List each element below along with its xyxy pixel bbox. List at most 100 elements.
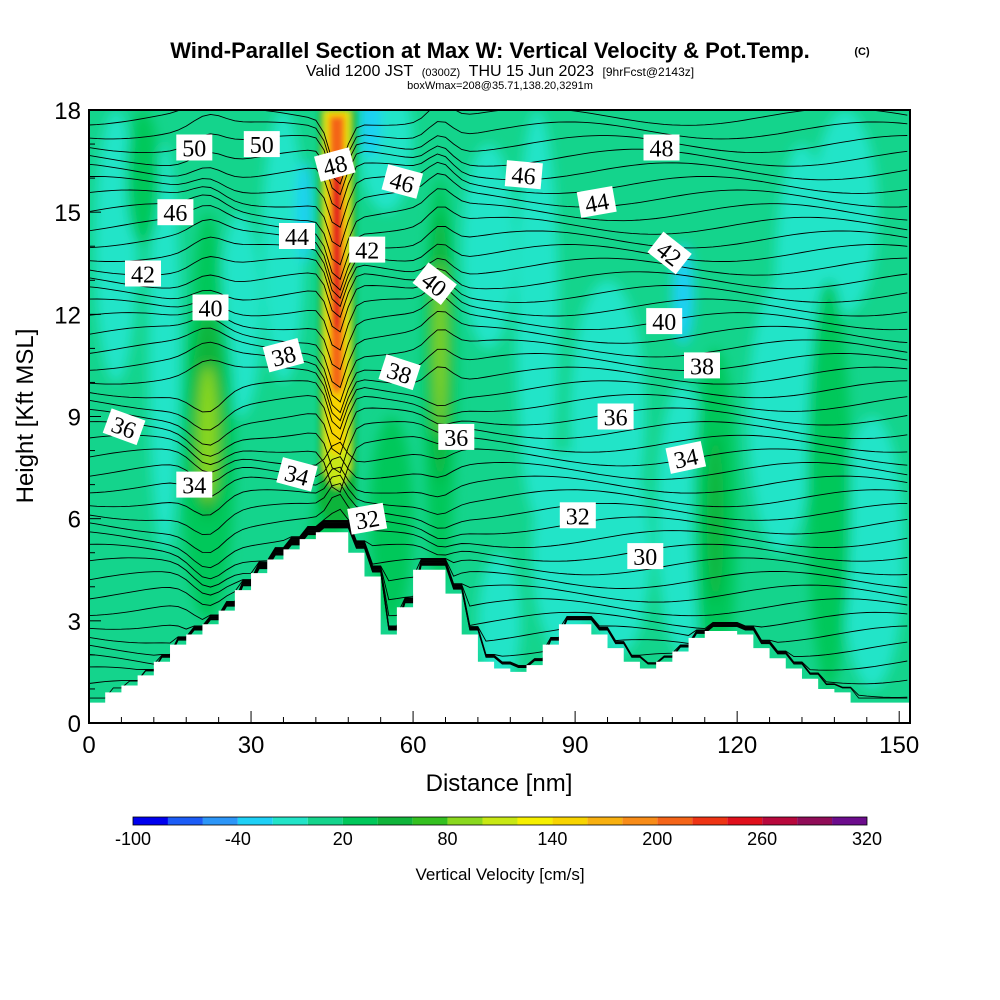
isentrope-line	[89, 474, 908, 516]
x-axis: 0 30 60 90 120 150	[82, 711, 919, 759]
isentrope-line	[89, 145, 908, 196]
colorbar-swatch	[412, 817, 448, 825]
colorbar-tick-label: 260	[747, 829, 777, 849]
isentrope-line	[89, 205, 908, 281]
isentrope-label-text: 34	[182, 474, 206, 500]
y-tick-label: 18	[54, 98, 81, 125]
isentrope-line	[89, 393, 908, 441]
colorbar-tick-label: 320	[852, 829, 882, 849]
isentrope-line	[89, 466, 908, 498]
isentrope-line	[89, 219, 908, 291]
isentrope-label-text: 40	[199, 297, 223, 323]
isentrope-line	[89, 380, 908, 430]
isentrope-label-text: 46	[511, 163, 537, 191]
isentrope-label-box	[176, 134, 213, 161]
chart-title: Wind-Parallel Section at Max W: Vertical…	[170, 38, 810, 63]
x-tick-label: 90	[562, 732, 589, 759]
downdraft-core	[359, 110, 381, 158]
isentrope-label-box	[504, 160, 543, 190]
isentrope-label-text: 42	[355, 239, 379, 265]
isentrope-label-box	[125, 260, 161, 287]
colorbar-swatch	[272, 817, 308, 825]
colorbar-swatch	[377, 817, 413, 825]
isentrope-line	[89, 310, 908, 389]
isentrope-label-box	[262, 337, 305, 373]
isentrope-line	[89, 407, 908, 456]
isentrope-label-text: 36	[444, 426, 468, 452]
isentrope-label-box	[276, 457, 318, 492]
isentrope-line	[89, 256, 908, 308]
isentrope-label-box	[378, 354, 421, 391]
isentrope-line	[89, 520, 908, 588]
isentrope-label: 46	[381, 164, 424, 199]
isentrope-line	[89, 482, 908, 536]
y-tick-label: 6	[68, 507, 81, 534]
isentrope-label: 34	[176, 471, 213, 500]
isentrope-label-box	[627, 543, 664, 570]
isentrope-line	[89, 236, 908, 300]
plot-area	[89, 110, 910, 723]
isentrope-label-text: 46	[163, 201, 187, 227]
isentrope-line	[89, 188, 908, 266]
colorbar-swatch	[832, 817, 867, 825]
downdraft-area	[839, 416, 905, 689]
updraft-area	[198, 365, 218, 502]
isentrope-label: 34	[665, 440, 707, 475]
colorbar-swatch	[133, 817, 168, 825]
colorbar-swatch	[587, 817, 623, 825]
isentrope-label-box	[412, 262, 457, 306]
isentrope-label-text: 42	[131, 263, 155, 289]
isentrope-label: 50	[176, 134, 213, 163]
valid-date: THU 15 Jun 2023	[469, 63, 595, 80]
forecast-note: [9hrFcst@2143z]	[603, 65, 695, 79]
isentrope-label: 50	[243, 131, 280, 159]
x-axis-label: Distance [nm]	[426, 770, 573, 797]
colorbar: -100 -40 20 80 140 200 260 320	[115, 816, 882, 849]
isentrope-label-box	[646, 308, 683, 335]
isentrope-label-box	[597, 403, 634, 430]
isentrope-label: 44	[576, 185, 617, 219]
box-wmax-note: boxWmax=208@35.71,138.20,3291m	[407, 80, 593, 92]
updraft-area	[707, 433, 724, 604]
isentrope-label: 32	[347, 502, 388, 536]
updraft-area	[126, 110, 160, 247]
isentrope-label: 48	[314, 147, 356, 182]
updraft-area	[807, 280, 851, 689]
isentrope-label: 40	[646, 308, 683, 336]
colorbar-tick-label: 80	[438, 829, 458, 849]
isentrope-label-box	[559, 502, 596, 529]
utc-time: (0300Z)	[422, 67, 461, 79]
colorbar-swatch	[237, 817, 273, 825]
isentrope-label: 38	[684, 352, 720, 380]
isentrope-label-box	[314, 147, 356, 182]
isentrope-label-box	[438, 423, 475, 450]
colorbar-tick-label: 200	[642, 829, 672, 849]
y-axis: 0 3 6 9 12 15 18	[54, 98, 101, 738]
isentrope-label-text: 32	[566, 504, 590, 530]
colorbar-tick-label: 140	[537, 829, 567, 849]
isentrope-label-box	[243, 131, 280, 158]
isentrope-label-text: 36	[604, 406, 628, 432]
isentrope-line	[89, 268, 908, 318]
isentrope-line	[89, 359, 908, 422]
downdraft-area	[747, 280, 813, 553]
isentrope-label-box	[643, 134, 680, 161]
isentrope-label: 36	[438, 423, 475, 452]
isentrope-label: 32	[559, 502, 596, 530]
isentrope-label-box	[576, 185, 617, 218]
colorbar-swatch	[692, 817, 728, 825]
isentrope-line	[89, 493, 908, 554]
isentrope-label-box	[176, 471, 213, 498]
isentrope-line	[89, 522, 908, 621]
x-tick-label: 0	[82, 732, 95, 759]
isentrope-line	[89, 508, 908, 569]
colorbar-swatch	[552, 817, 588, 825]
colorbar-swatch	[482, 817, 518, 825]
isentrope-line	[89, 173, 908, 248]
isentrope-label-box	[102, 408, 146, 446]
chart-subtitle: Valid 1200 JST (0300Z) THU 15 Jun 2023 […	[306, 63, 694, 80]
colorbar-swatch	[167, 817, 203, 825]
isentrope-label: 40	[192, 294, 229, 323]
